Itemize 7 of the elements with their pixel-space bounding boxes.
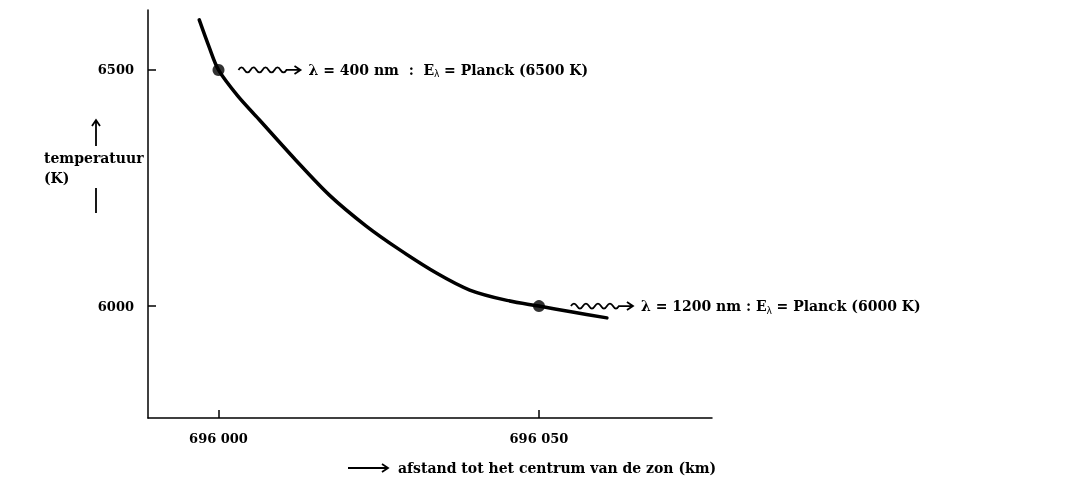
y-axis-title: temperatuur (K) [44, 150, 145, 186]
line-series [197, 18, 609, 320]
x-tick-label: 696 050 [509, 431, 569, 446]
y-tick-label: 6000 [97, 298, 134, 314]
y-tick-label: 6500 [97, 62, 134, 78]
x-tick-label: 696 000 [189, 431, 248, 446]
x-axis-title: afstand tot het centrum van de zon (km) [398, 460, 717, 476]
